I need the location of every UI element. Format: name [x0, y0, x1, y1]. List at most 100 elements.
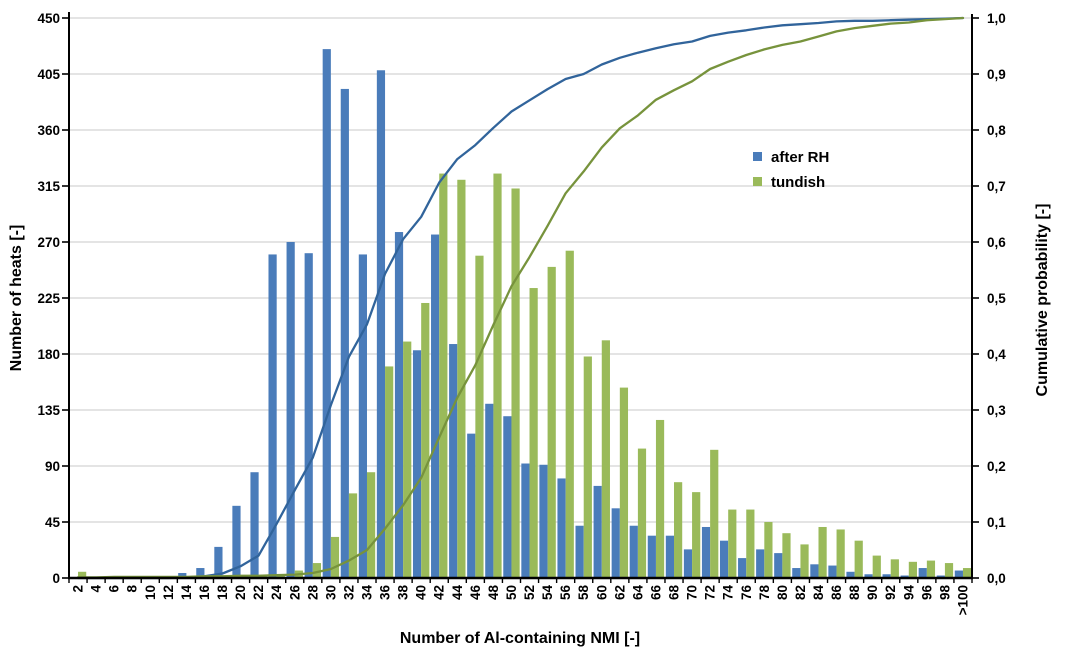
bar-after-rh	[954, 570, 963, 578]
y-right-tick-label: 1,0	[987, 11, 1006, 26]
bar-after-rh	[575, 525, 584, 578]
x-tick-label: 28	[305, 585, 320, 601]
x-tick-label: 90	[865, 585, 880, 600]
x-tick-label: 96	[919, 585, 934, 601]
bar-after-rh	[503, 416, 512, 578]
bar-after-rh	[322, 49, 331, 579]
bar-after-rh	[250, 472, 259, 578]
bar-after-rh	[304, 253, 313, 578]
bar-tundish	[800, 544, 809, 578]
x-tick-label: 26	[287, 585, 302, 601]
x-tick-label: 12	[161, 585, 176, 600]
legend-label-after-rh: after RH	[771, 149, 829, 166]
bar-after-rh	[611, 508, 620, 578]
bar-tundish	[908, 561, 917, 578]
x-tick-label: 14	[179, 585, 194, 601]
bar-after-rh	[846, 571, 855, 578]
x-tick-label: 18	[215, 585, 230, 601]
bar-after-rh	[521, 463, 530, 578]
bar-tundish	[655, 419, 665, 578]
bar-tundish	[403, 341, 412, 578]
bar-after-rh	[286, 242, 295, 578]
bar-after-rh	[810, 564, 819, 578]
x-tick-label: 42	[432, 585, 447, 600]
bar-tundish	[565, 250, 574, 578]
x-tick-label: 82	[793, 585, 808, 600]
bar-tundish	[710, 449, 719, 578]
x-tick-label: >100	[956, 585, 971, 615]
bar-tundish	[637, 448, 647, 578]
x-tick-label: 30	[323, 585, 338, 600]
y-right-tick-label: 0,9	[987, 67, 1006, 82]
y-right-tick-label: 0,0	[987, 571, 1006, 586]
y-left-tick-label: 405	[37, 67, 60, 82]
bar-after-rh	[665, 535, 675, 578]
y-left-tick-label: 270	[37, 235, 60, 250]
bar-after-rh	[629, 525, 638, 578]
x-tick-label: 32	[341, 585, 356, 600]
x-tick-label: 60	[594, 585, 609, 600]
bar-tundish	[746, 509, 755, 578]
bar-after-rh	[828, 565, 837, 578]
bar-tundish	[78, 571, 87, 578]
x-tick-label: 24	[269, 585, 284, 601]
bar-after-rh	[431, 234, 440, 578]
y-left-tick-label: 180	[37, 347, 60, 362]
bar-tundish	[366, 472, 376, 578]
bar-after-rh	[719, 540, 729, 578]
y-right-tick-label: 0,2	[987, 459, 1006, 474]
x-tick-label: 8	[125, 585, 140, 593]
bar-tundish	[818, 526, 827, 578]
y-left-tick-label: 225	[37, 291, 60, 306]
y-right-tick-label: 0,6	[987, 235, 1006, 250]
legend: after RH tundish	[753, 149, 829, 191]
legend-item-after-rh: after RH	[753, 149, 829, 166]
bar-tundish	[962, 568, 972, 578]
x-axis-title: Number of Al-containing NMI [-]	[400, 630, 640, 647]
after-rh-swatch-icon	[753, 152, 762, 161]
legend-label-tundish: tundish	[771, 174, 825, 191]
bars-tundish	[78, 173, 972, 579]
x-tick-label: 76	[739, 585, 754, 601]
bar-after-rh	[376, 70, 386, 579]
x-tick-label: 4	[89, 585, 104, 593]
bar-tundish	[944, 563, 954, 578]
bar-after-rh	[701, 526, 711, 578]
y-right-tick-label: 0,1	[987, 515, 1006, 530]
bar-tundish	[728, 509, 737, 578]
bar-tundish	[854, 540, 863, 578]
cumulative-line-tundish	[76, 16, 965, 579]
bar-after-rh	[557, 478, 566, 578]
bar-after-rh	[394, 232, 404, 579]
bar-tundish	[312, 563, 322, 578]
bar-after-rh	[340, 88, 349, 579]
x-tick-label: 70	[685, 585, 700, 600]
bar-tundish	[493, 173, 502, 578]
bars-after-rh	[178, 49, 963, 579]
y-axis-title-left: Number of heats [-]	[8, 225, 25, 372]
bar-after-rh	[358, 254, 367, 578]
bar-after-rh	[467, 433, 476, 578]
bar-tundish	[583, 356, 592, 578]
x-tick-label: 52	[522, 585, 537, 600]
x-tick-label: 48	[486, 585, 501, 601]
bar-tundish	[529, 288, 538, 578]
bar-after-rh	[485, 403, 494, 578]
y-left-tick-label: 90	[45, 459, 60, 474]
bar-tundish	[439, 173, 448, 578]
bar-tundish	[385, 366, 394, 578]
x-tick-label: 36	[378, 585, 393, 601]
y-right-tick-label: 0,5	[987, 291, 1006, 306]
bar-after-rh	[593, 485, 602, 578]
tick-labels: 045901351802252703153604054500,00,10,20,…	[37, 11, 1006, 615]
bar-after-rh	[196, 568, 205, 578]
x-tick-label: 78	[757, 585, 772, 601]
bar-after-rh	[756, 549, 765, 578]
bar-tundish	[890, 559, 899, 578]
y-right-tick-label: 0,8	[987, 123, 1006, 138]
y-left-tick-label: 45	[45, 515, 61, 530]
bar-tundish	[511, 188, 520, 579]
x-tick-label: 58	[576, 585, 591, 601]
x-tick-label: 56	[558, 585, 573, 601]
